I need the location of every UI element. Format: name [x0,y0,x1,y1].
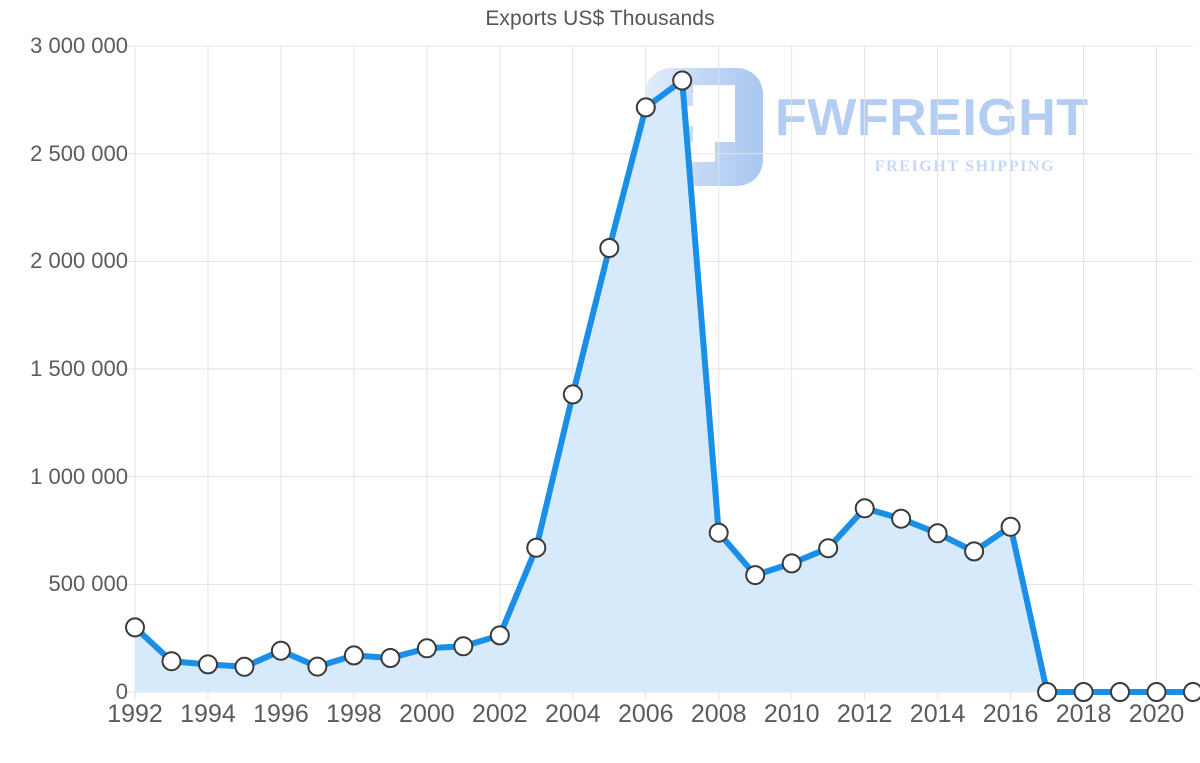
data-point-marker[interactable] [745,565,766,586]
x-axis-tick-label: 1994 [180,700,236,728]
x-axis-tick-label: 1998 [326,700,382,728]
data-point-marker[interactable] [854,498,875,519]
area-fill [135,80,1193,692]
x-axis-tick-label: 2010 [763,700,820,728]
y-axis-tick-label: 1 500 000 [30,356,128,381]
data-point-marker[interactable] [781,553,802,574]
data-point-marker[interactable] [125,617,145,638]
data-point-marker[interactable] [234,656,255,677]
data-point-marker[interactable] [1000,516,1021,537]
data-point-marker[interactable] [307,656,328,677]
data-point-marker[interactable] [198,654,218,675]
data-point-marker[interactable] [489,625,510,646]
data-point-marker[interactable] [1110,682,1130,702]
data-point-marker[interactable] [891,508,912,529]
data-point-marker[interactable] [1146,682,1167,702]
x-axis-tick-label: 2000 [399,700,455,728]
data-point-marker[interactable] [708,522,729,543]
x-axis-tick-label: 2004 [544,700,601,728]
data-point-marker[interactable] [416,638,437,659]
y-axis-tick-label: 3 000 000 [30,33,128,58]
x-axis-tick-label: 2020 [1128,700,1185,728]
data-point-marker[interactable] [343,645,364,666]
x-axis-tick-label: 1996 [253,700,309,728]
data-point-marker[interactable] [526,537,547,558]
data-point-marker[interactable] [927,523,948,544]
data-point-marker[interactable] [1037,682,1058,702]
y-axis-tick-label: 1 000 000 [30,463,128,489]
data-point-marker[interactable] [964,541,985,562]
x-axis-tick-label: 1992 [107,700,163,728]
x-axis-tick-label: 2012 [836,700,893,728]
x-axis-tick-label: 2018 [1055,700,1112,728]
x-axis-tick-label: 2008 [690,700,747,728]
data-point-marker[interactable] [1183,682,1200,702]
data-point-marker[interactable] [818,538,839,559]
data-point-marker[interactable] [161,651,182,672]
x-axis-tick-label: 2014 [909,700,966,728]
y-axis-tick-label: 2 000 000 [30,248,128,274]
x-axis-tick-label: 2006 [617,700,674,728]
chart-title: Exports US$ Thousands [485,7,715,30]
data-point-marker[interactable] [1073,682,1094,702]
data-point-marker[interactable] [562,384,583,405]
data-point-marker[interactable] [270,640,291,661]
data-markers [125,70,1200,702]
x-axis-tick-label: 2016 [982,700,1039,728]
data-point-marker[interactable] [453,636,474,657]
y-axis-tick-label: 0 [115,679,128,704]
data-point-marker[interactable] [380,648,401,668]
y-axis-tick-label: 500 000 [48,571,128,597]
y-axis-tick-label: 2 500 000 [30,140,128,166]
data-point-marker[interactable] [672,70,693,91]
data-point-marker[interactable] [635,97,656,118]
x-axis-tick-label: 2002 [472,700,528,728]
data-point-marker[interactable] [599,238,620,258]
